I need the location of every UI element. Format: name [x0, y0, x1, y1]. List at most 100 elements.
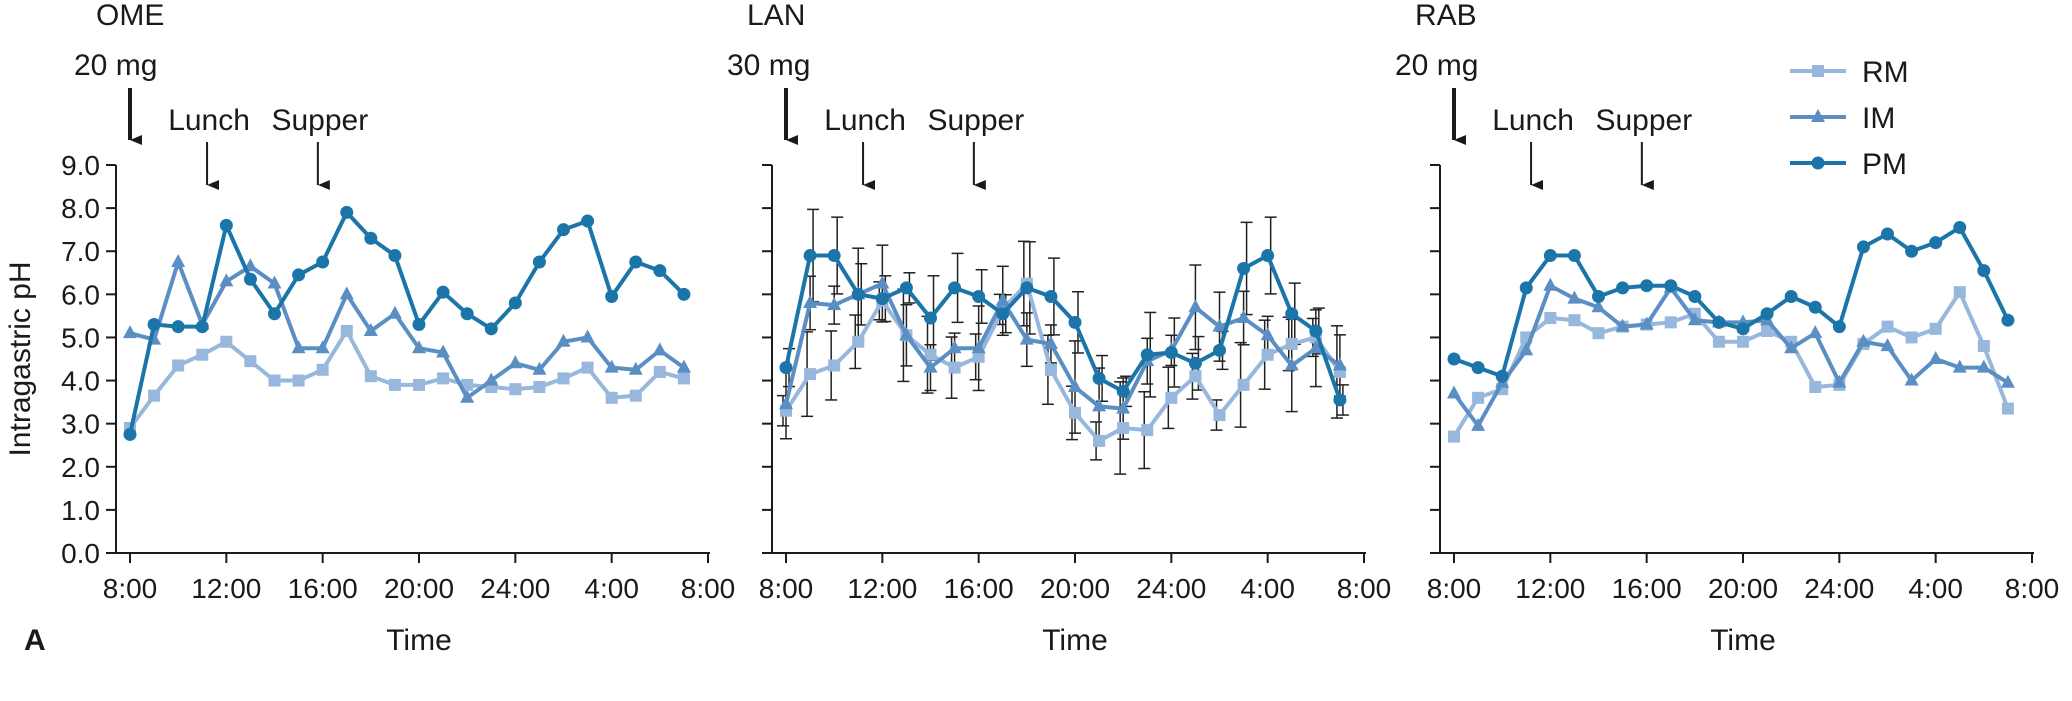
- legend-item-rm: RM: [1790, 56, 1909, 89]
- data-point-im: [947, 340, 962, 354]
- data-point-im: [1784, 340, 1799, 354]
- data-point-im: [1236, 310, 1251, 324]
- data-point-im: [1068, 379, 1082, 393]
- data-point-pm: [508, 296, 522, 310]
- data-point-pm: [436, 285, 450, 299]
- data-point-pm: [1519, 281, 1533, 295]
- data-point-pm: [316, 255, 330, 269]
- data-point-pm: [1471, 361, 1485, 375]
- legend-label: IM: [1862, 102, 1895, 135]
- data-point-im: [1687, 312, 1702, 326]
- data-point-im: [971, 340, 986, 354]
- panel-lan: 8:00 12:00 16:00 20:00 24:00 4:00 8:00 Time LAN 3…: [727, 0, 1391, 657]
- data-point-pm: [1616, 281, 1630, 295]
- x-tick-label: 24:00: [480, 573, 550, 604]
- data-point-pm: [677, 287, 691, 301]
- data-point-im: [628, 361, 643, 375]
- x-tick-label: 8:00: [1427, 573, 1482, 604]
- x-axis-label: Time: [1042, 624, 1108, 657]
- data-point-rm: [533, 381, 546, 394]
- y-tick-label: 3.0: [61, 409, 100, 440]
- data-point-rm: [1237, 378, 1250, 391]
- data-point-im: [875, 275, 890, 289]
- data-point-im: [995, 292, 1010, 306]
- data-point-rm: [653, 365, 666, 378]
- data-point-rm: [1448, 430, 1460, 443]
- legend-label: RM: [1862, 56, 1909, 89]
- data-point-rm: [1069, 406, 1081, 419]
- panel-title: RAB: [1415, 0, 1477, 32]
- data-point-im: [1332, 357, 1347, 371]
- data-point-pm: [388, 249, 402, 263]
- data-point-pm: [653, 264, 667, 278]
- data-point-pm: [1929, 236, 1943, 250]
- data-point-im: [460, 389, 475, 403]
- data-point-pm: [827, 249, 841, 263]
- lunch-label: Lunch: [168, 104, 250, 137]
- lunch-label: Lunch: [824, 104, 906, 137]
- data-point-im: [556, 333, 571, 347]
- data-point-im: [1019, 331, 1034, 345]
- data-point-pm: [1736, 322, 1750, 336]
- x-tick-label: 8:00: [1337, 573, 1392, 604]
- legend-marker-im: [1811, 109, 1825, 122]
- data-point-im: [779, 396, 793, 410]
- dose-label: 20 mg: [74, 49, 157, 82]
- data-point-rm: [220, 335, 233, 348]
- data-point-im: [1543, 277, 1558, 291]
- x-tick-label: 12:00: [1515, 573, 1585, 604]
- data-point-pm: [851, 287, 865, 301]
- data-point-pm: [581, 214, 595, 228]
- data-point-im: [1447, 385, 1461, 399]
- data-point-rm: [1761, 324, 1774, 337]
- data-point-im: [1615, 318, 1630, 332]
- panels: 0.0 1.0 2.0 3.0 4.0 5.0 6.0 7.0 8.0 9.0 8:00 12:00 1…: [4, 0, 2059, 657]
- data-point-rm: [1929, 322, 1942, 335]
- data-point-rm: [1472, 391, 1485, 404]
- data-point-rm: [1189, 370, 1202, 383]
- x-tick-label: 20:00: [1708, 573, 1778, 604]
- data-point-rm: [629, 389, 642, 402]
- series-rm: [780, 277, 1346, 447]
- data-point-pm: [629, 255, 643, 269]
- data-point-im: [1308, 340, 1323, 354]
- data-point-im: [1808, 325, 1823, 339]
- data-point-rm: [340, 324, 353, 337]
- data-point-pm: [243, 272, 257, 286]
- data-point-pm: [1164, 346, 1178, 360]
- series-line-rm: [128, 328, 685, 430]
- series-im: [1447, 277, 2015, 431]
- data-point-im: [339, 286, 354, 300]
- y-tick-label: 4.0: [61, 366, 100, 397]
- data-point-im: [1519, 342, 1534, 356]
- x-tick-label: 4:00: [584, 573, 639, 604]
- data-point-im: [1260, 327, 1275, 341]
- data-point-rm: [1044, 363, 1057, 376]
- data-point-im: [1952, 359, 1967, 373]
- legend-marker-pm: [1811, 156, 1825, 170]
- x-tick-label: 12:00: [191, 573, 261, 604]
- data-point-pm: [1237, 261, 1251, 275]
- data-point-rm: [1165, 391, 1178, 404]
- data-point-im: [291, 340, 306, 354]
- legend-item-pm: PM: [1790, 148, 1907, 181]
- data-point-rm: [364, 370, 377, 383]
- data-point-rm: [1737, 335, 1749, 348]
- data-point-pm: [219, 218, 233, 232]
- supper-label: Supper: [271, 104, 368, 137]
- data-point-pm: [2001, 313, 2015, 327]
- data-point-pm: [1213, 343, 1226, 357]
- data-point-rm: [268, 374, 281, 387]
- data-point-im: [1043, 335, 1058, 349]
- data-point-im: [1188, 299, 1203, 313]
- data-point-im: [1092, 398, 1107, 412]
- data-point-im: [363, 322, 378, 336]
- data-point-pm: [557, 223, 570, 237]
- x-tick-label: 24:00: [1136, 573, 1206, 604]
- data-point-pm: [1640, 279, 1654, 293]
- data-point-im: [1639, 316, 1654, 330]
- data-point-rm: [316, 363, 329, 376]
- data-point-im: [676, 359, 691, 373]
- data-point-rm: [244, 355, 257, 368]
- data-point-im: [1976, 359, 1991, 373]
